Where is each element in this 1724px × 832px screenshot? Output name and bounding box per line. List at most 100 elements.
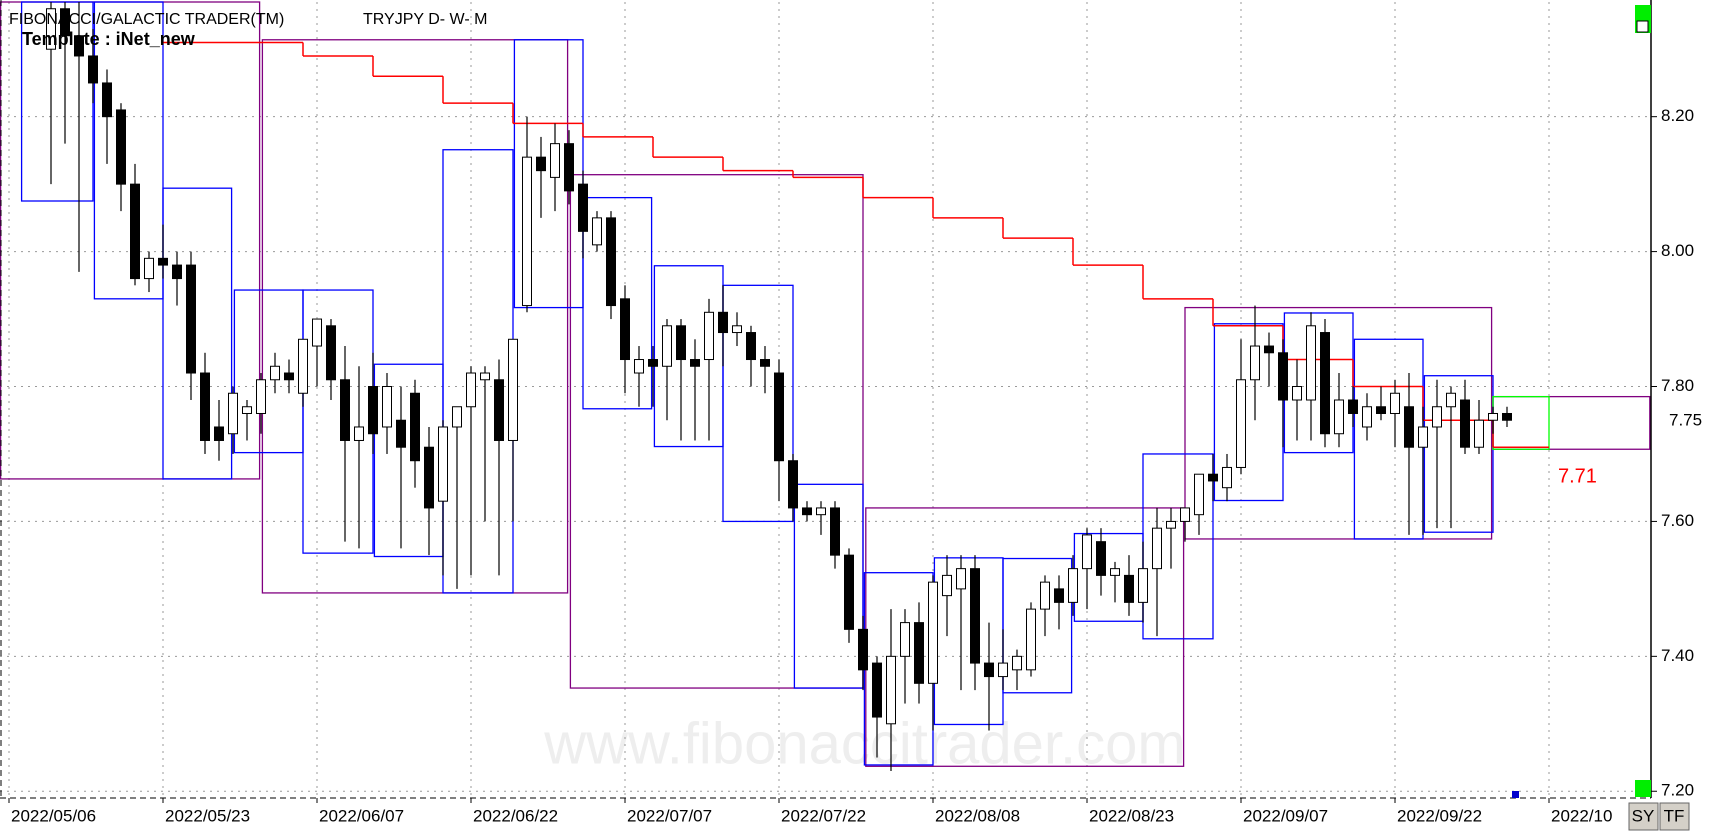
trail-label: 7.71 <box>1558 466 1597 488</box>
x-tick-label: 2022/07/07 <box>627 806 712 825</box>
candle-body <box>970 568 980 664</box>
x-tick-label: 2022/06/07 <box>319 806 404 825</box>
symbol: TRYJPY D- W- M <box>363 11 487 28</box>
candle-body <box>452 406 462 428</box>
cursor-marker <box>1512 791 1519 798</box>
candle-body <box>1348 399 1358 414</box>
monthly-box <box>1184 306 1493 540</box>
corner-marker <box>1635 780 1651 797</box>
candle-body <box>1166 520 1176 529</box>
candle-body <box>690 359 700 367</box>
button-label: SY <box>1632 806 1655 825</box>
candle-body <box>1124 574 1134 603</box>
candle-body <box>550 143 560 178</box>
candle-body <box>1446 392 1456 408</box>
candle-body <box>158 257 168 266</box>
candle-body <box>396 419 406 448</box>
plot: www.fibonaccitrader.com <box>0 0 1657 803</box>
candle-body <box>1474 419 1484 448</box>
candle-body <box>424 446 434 509</box>
candle-body <box>354 426 364 441</box>
candle-body <box>340 379 350 441</box>
weekly-box <box>582 196 653 410</box>
candle-body <box>998 662 1008 678</box>
candle-body <box>46 8 56 50</box>
candle-body <box>1432 406 1442 428</box>
y-tick-label: 7.20 <box>1661 781 1694 800</box>
candle-body <box>74 35 84 57</box>
candle-body <box>214 426 224 441</box>
y-tick-label: 7.80 <box>1661 376 1694 395</box>
weekly-box <box>722 284 794 523</box>
candle-body <box>1502 412 1512 421</box>
candle-body <box>1194 473 1204 516</box>
candle-body <box>1040 581 1050 610</box>
candle-body <box>718 311 728 334</box>
weekly-box <box>162 187 233 480</box>
candle-body <box>326 325 336 381</box>
weekly-box <box>93 1 164 300</box>
candle-body <box>536 156 546 172</box>
candle-body <box>116 109 126 185</box>
last-price-label: 7.75 <box>1669 411 1702 430</box>
candle-body <box>1250 345 1260 381</box>
weekly-box <box>1002 557 1073 694</box>
candle-body <box>410 392 420 462</box>
candle-body <box>816 507 826 516</box>
candle-body <box>1222 466 1232 489</box>
candle-body <box>1096 541 1106 576</box>
candle-body <box>144 257 154 280</box>
candle-body <box>886 655 896 725</box>
candle-body <box>606 217 616 307</box>
candle-body <box>242 406 252 414</box>
x-tick-label: 2022/08/23 <box>1089 806 1174 825</box>
candle-body <box>578 183 588 232</box>
tf-button[interactable]: TF <box>1659 802 1690 831</box>
candle-body <box>1306 325 1316 401</box>
candle-body <box>1110 568 1120 576</box>
candle-body <box>830 507 840 556</box>
candle-body <box>312 318 322 347</box>
corner-icon <box>1636 20 1649 33</box>
button-face <box>1659 802 1690 831</box>
candle-body <box>1208 473 1218 482</box>
candle-body <box>1390 392 1400 414</box>
monthly-box <box>261 39 569 594</box>
candle-body <box>1488 412 1498 421</box>
candle-body <box>704 311 714 361</box>
candle-body <box>774 372 784 462</box>
candle-body <box>1404 406 1414 448</box>
candle-body <box>1180 507 1190 522</box>
candle-body <box>256 379 266 414</box>
candle-body <box>1362 406 1372 428</box>
x-tick-label: 2022/07/22 <box>781 806 866 825</box>
button-label: TF <box>1664 806 1685 825</box>
candle-body <box>662 325 672 367</box>
candle-body <box>1138 568 1148 603</box>
candle-body <box>1026 608 1036 671</box>
x-tick-label: 2022/10 <box>1551 806 1612 825</box>
candle-body <box>1236 379 1246 468</box>
candle-body <box>494 379 504 441</box>
candle-body <box>1376 406 1386 414</box>
candle-body <box>1418 426 1428 448</box>
sy-button[interactable]: SY <box>1628 802 1659 831</box>
candle-body <box>1264 345 1274 354</box>
y-tick-label: 7.60 <box>1661 511 1694 530</box>
weekly-box <box>793 483 864 689</box>
candle-body <box>592 217 602 246</box>
y-tick-label: 7.40 <box>1661 646 1694 665</box>
candle-body <box>1068 568 1078 603</box>
candle-body <box>928 581 938 684</box>
candle-body <box>844 554 854 630</box>
x-tick-label: 2022/09/07 <box>1243 806 1328 825</box>
y-tick-label: 8.20 <box>1661 106 1694 125</box>
candle-body <box>984 662 994 678</box>
candle-body <box>284 372 294 381</box>
candle-body <box>1054 588 1064 603</box>
candle-body <box>732 325 742 334</box>
candle-body <box>634 359 644 374</box>
candle-body <box>368 386 378 435</box>
